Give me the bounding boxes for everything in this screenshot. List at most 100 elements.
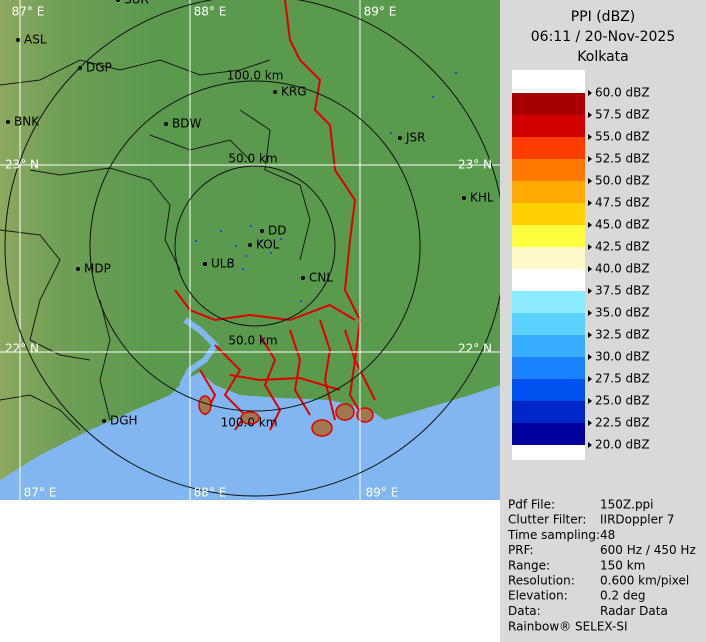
graticule-label: 87° E — [24, 486, 57, 500]
legend-tick — [588, 90, 592, 96]
legend-label: 55.0 dBZ — [595, 130, 650, 144]
legend-swatch — [512, 93, 585, 115]
info-value: 48 — [600, 528, 615, 542]
legend-tick — [588, 354, 592, 360]
legend-label: 32.5 dBZ — [595, 328, 650, 342]
legend: 60.0 dBZ 57.5 dBZ 55.0 dBZ 52.5 dBZ 50.0 dBZ… — [512, 86, 650, 452]
graticule-label: 89° E — [364, 5, 397, 19]
legend-tick — [588, 420, 592, 426]
graticule-label: 87° E — [12, 5, 45, 19]
legend-label: 20.0 dBZ — [595, 438, 650, 452]
legend-tick — [588, 178, 592, 184]
info-value: 150Z.ppi — [600, 498, 654, 512]
range-label: 50.0 km — [228, 334, 277, 348]
site: Kolkata — [577, 49, 628, 65]
map-labels: 87° E 88° E 89° E 87° E 88° E 89° E 23° N 23° N… — [5, 0, 494, 500]
place-dot — [78, 66, 82, 70]
legend-label: 40.0 dBZ — [595, 262, 650, 276]
place-label: SUR — [124, 0, 149, 7]
info-value: 0.600 km/pixel — [600, 574, 689, 588]
info-label: Range: — [508, 558, 550, 572]
place-label: MDP — [84, 262, 111, 276]
place-label: KRG — [281, 85, 307, 99]
place-dot — [116, 0, 120, 2]
legend-swatch — [512, 423, 585, 445]
place-dot — [248, 243, 252, 247]
legend-swatch — [512, 335, 585, 357]
place-dot — [102, 419, 106, 423]
legend-tick — [588, 112, 592, 118]
place-dot — [6, 120, 10, 124]
info-label: Pdf File: — [508, 498, 555, 512]
map: 87° E 88° E 89° E 87° E 88° E 89° E 23° N 23° N… — [0, 0, 500, 500]
legend-swatch — [512, 401, 585, 423]
range-label: 100.0 km — [227, 69, 284, 83]
graticule-label: 88° E — [194, 5, 227, 19]
legend-label: 52.5 dBZ — [595, 152, 650, 166]
info: Pdf File: 150Z.ppi Clutter Filter: IIRDoppl… — [507, 498, 696, 634]
info-label: PRF: — [508, 543, 534, 557]
place-label: DD — [268, 224, 286, 238]
place-dot — [260, 229, 264, 233]
place-dot — [462, 196, 466, 200]
place-dot — [76, 267, 80, 271]
info-label: Clutter Filter: — [508, 513, 586, 527]
place-label: DGP — [86, 61, 112, 75]
legend-swatch — [512, 313, 585, 335]
legend-tick — [588, 442, 592, 448]
sea — [0, 372, 500, 500]
legend-swatch — [512, 181, 585, 203]
echoes — [195, 72, 457, 302]
legend-tick — [588, 200, 592, 206]
legend-swatch — [512, 225, 585, 247]
legend-tick — [588, 310, 592, 316]
legend-tick — [588, 332, 592, 338]
legend-tick — [588, 266, 592, 272]
legend-label: 27.5 dBZ — [595, 372, 650, 386]
legend-swatch — [512, 203, 585, 225]
range-label: 100.0 km — [221, 416, 278, 430]
graticule-label: 22° N — [458, 342, 492, 356]
legend-swatch — [512, 269, 585, 291]
info-value: 150 km — [600, 558, 645, 572]
district-borders — [0, 59, 311, 431]
place-label: ASL — [24, 33, 47, 47]
legend-swatch — [512, 247, 585, 269]
legend-swatch — [512, 159, 585, 181]
legend-tick — [588, 156, 592, 162]
graticule — [0, 0, 500, 500]
legend-swatch — [512, 291, 585, 313]
place-label: BNK — [14, 115, 40, 129]
place-dot — [273, 90, 277, 94]
legend-label: 22.5 dBZ — [595, 416, 650, 430]
legend-tick — [588, 376, 592, 382]
place-label: ULB — [211, 257, 235, 271]
place-dot — [398, 136, 402, 140]
place-label: JSR — [405, 131, 426, 145]
graticule-label: 89° E — [366, 486, 399, 500]
legend-label: 37.5 dBZ — [595, 284, 650, 298]
place-dot — [164, 122, 168, 126]
place-label: CNL — [309, 271, 333, 285]
legend-label: 25.0 dBZ — [595, 394, 650, 408]
place-label: KOL — [256, 238, 280, 252]
info-value: 0.2 deg — [600, 589, 646, 603]
legend-swatch — [512, 137, 585, 159]
graticule-label: 88° E — [194, 486, 227, 500]
header: PPI (dBZ) 06:11 / 20-Nov-2025 Kolkata — [531, 9, 675, 65]
graticule-label: 23° N — [5, 158, 39, 172]
legend-tick — [588, 398, 592, 404]
legend-label: 42.5 dBZ — [595, 240, 650, 254]
legend-swatch — [512, 379, 585, 401]
info-label: Time sampling: — [507, 528, 600, 542]
islands — [198, 395, 374, 437]
legend-label: 35.0 dBZ — [595, 306, 650, 320]
range-label: 50.0 km — [228, 152, 277, 166]
graticule-label: 22° N — [5, 342, 39, 356]
timestamp: 06:11 / 20-Nov-2025 — [531, 29, 675, 45]
place-label: KHL — [470, 191, 494, 205]
graticule-label: 23° N — [458, 158, 492, 172]
legend-tick — [588, 222, 592, 228]
